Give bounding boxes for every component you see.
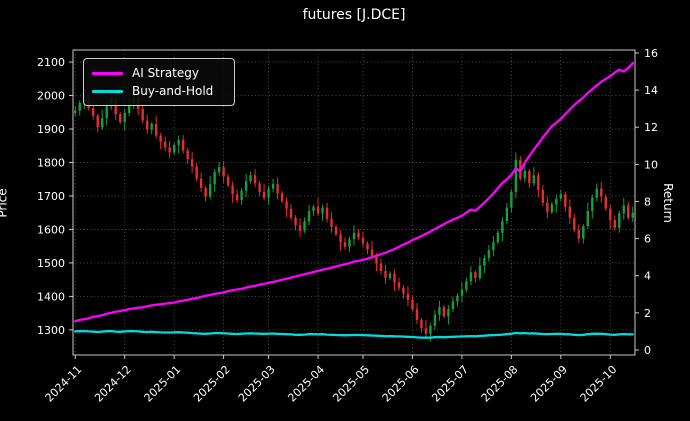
y-left-tick-label: 1400	[37, 290, 65, 303]
y-left-tick-label: 2100	[37, 56, 65, 69]
y-left-tick-label: 2000	[37, 90, 65, 103]
legend: AI Strategy Buy-and-Hold	[83, 58, 235, 106]
x-tick-label: 2025-08	[479, 363, 521, 405]
x-tick-label: 2025-09	[528, 363, 570, 405]
legend-label: AI Strategy	[132, 66, 199, 80]
y-right-tick-label: 2	[644, 307, 651, 320]
x-tick-label: 2025-01	[142, 363, 184, 405]
y-left-tick-label: 1900	[37, 123, 65, 136]
buy-and-hold-line	[74, 329, 634, 339]
y-right-tick-label: 0	[644, 344, 651, 357]
y-right-tick-label: 4	[644, 270, 651, 283]
strategy-line-swatch	[92, 71, 123, 75]
x-tick-label: 2025-06	[380, 363, 422, 405]
y-axis-label-return: Return	[660, 183, 675, 223]
y-right-tick-label: 10	[644, 158, 658, 171]
y-left-tick-label: 1300	[37, 324, 65, 337]
y-right-tick-label: 8	[644, 195, 651, 208]
buyhold-line-swatch	[92, 89, 123, 93]
legend-item-ai-strategy: AI Strategy	[92, 64, 224, 82]
strategy-line	[74, 62, 634, 323]
y-right-tick-label: 12	[644, 121, 658, 134]
x-tick-label: 2025-10	[578, 363, 620, 405]
y-right-tick-label: 16	[644, 47, 658, 60]
y-axis-label-price: Price	[0, 188, 10, 218]
y-left-tick-label: 1500	[37, 257, 65, 270]
x-tick-label: 2024-12	[92, 363, 134, 405]
chart-title: futures [J.DCE]	[302, 7, 406, 23]
x-tick-label: 2024-11	[43, 363, 85, 405]
y-right-tick-label: 6	[644, 233, 651, 246]
x-tick-label: 2025-02	[191, 363, 233, 405]
candlestick-series	[74, 88, 634, 342]
x-tick-label: 2025-04	[285, 363, 327, 405]
legend-item-buy-and-hold: Buy-and-Hold	[92, 82, 224, 100]
y-left-tick-label: 1600	[37, 223, 65, 236]
x-tick-label: 2025-03	[236, 363, 278, 405]
y-left-tick-label: 1700	[37, 190, 65, 203]
x-tick-label: 2025-05	[330, 363, 372, 405]
plot-frame	[72, 49, 636, 356]
legend-label: Buy-and-Hold	[132, 84, 214, 98]
y-left-tick-label: 1800	[37, 156, 65, 169]
y-right-tick-label: 14	[644, 84, 658, 97]
x-tick-label: 2025-07	[429, 363, 471, 405]
